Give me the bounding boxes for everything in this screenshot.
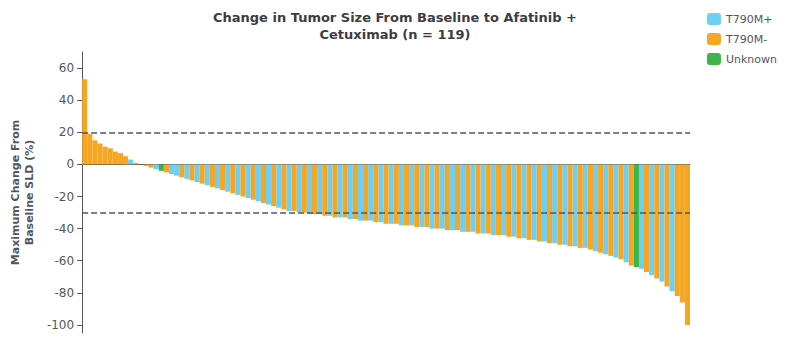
svg-text:-20: -20 <box>55 190 75 204</box>
svg-text:Maximum Change From: Maximum Change From <box>9 120 22 265</box>
svg-text:0: 0 <box>66 157 74 171</box>
svg-text:Change in Tumor Size From Base: Change in Tumor Size From Baseline to Af… <box>213 10 577 25</box>
svg-text:-40: -40 <box>55 222 75 236</box>
svg-text:40: 40 <box>59 93 74 107</box>
svg-text:-60: -60 <box>55 254 75 268</box>
svg-text:20: 20 <box>59 125 74 139</box>
svg-text:T790M-: T790M- <box>725 33 767 46</box>
svg-text:Cetuximab (n = 119): Cetuximab (n = 119) <box>319 27 470 42</box>
svg-text:-80: -80 <box>55 286 75 300</box>
svg-text:Baseline SLD (%): Baseline SLD (%) <box>23 140 36 245</box>
svg-text:Unknown: Unknown <box>726 53 777 66</box>
svg-text:-100: -100 <box>47 318 74 332</box>
svg-text:T790M+: T790M+ <box>725 13 772 26</box>
svg-text:60: 60 <box>59 61 74 75</box>
